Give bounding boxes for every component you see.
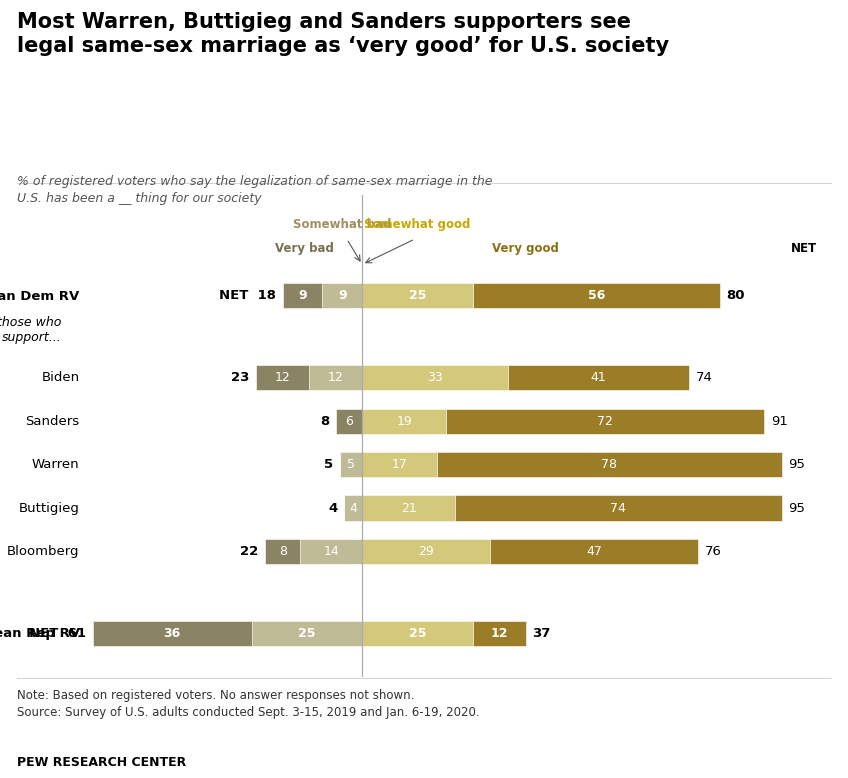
Text: 95: 95 <box>789 458 806 471</box>
Bar <box>438 452 782 477</box>
Bar <box>362 539 490 564</box>
Bar <box>362 283 472 308</box>
Text: NET  18: NET 18 <box>219 289 276 303</box>
Bar <box>455 496 782 520</box>
Text: 74: 74 <box>695 371 712 384</box>
Text: Somewhat bad: Somewhat bad <box>293 218 392 230</box>
Text: 80: 80 <box>727 289 745 303</box>
Bar <box>362 452 438 477</box>
Text: 47: 47 <box>586 545 602 558</box>
Text: 23: 23 <box>232 371 249 384</box>
Bar <box>508 365 689 391</box>
Text: 91: 91 <box>771 415 788 428</box>
Bar <box>472 621 526 646</box>
Bar <box>256 365 310 391</box>
Text: 41: 41 <box>590 371 606 384</box>
Text: 5: 5 <box>347 458 355 471</box>
Text: 6: 6 <box>345 415 353 428</box>
Text: Biden: Biden <box>42 371 80 384</box>
Bar <box>472 283 720 308</box>
Text: Dem/Lean Dem RV: Dem/Lean Dem RV <box>0 289 80 303</box>
Text: Bloomberg: Bloomberg <box>7 545 80 558</box>
Text: % of registered voters who say the legalization of same-sex marriage in the
U.S.: % of registered voters who say the legal… <box>17 175 493 205</box>
Bar <box>336 408 362 434</box>
Bar <box>362 365 508 391</box>
Text: 12: 12 <box>328 371 343 384</box>
Text: 74: 74 <box>611 502 627 514</box>
Text: 78: 78 <box>601 458 617 471</box>
Text: 14: 14 <box>323 545 339 558</box>
Text: 95: 95 <box>789 502 806 514</box>
Text: Among those who
support...: Among those who support... <box>0 316 62 344</box>
Bar <box>282 283 322 308</box>
Bar <box>362 496 455 520</box>
Bar <box>344 496 362 520</box>
Text: 56: 56 <box>588 289 605 303</box>
Bar <box>310 365 362 391</box>
Text: 5: 5 <box>324 458 333 471</box>
Text: 25: 25 <box>298 627 315 640</box>
Bar <box>362 408 446 434</box>
Text: 8: 8 <box>320 415 329 428</box>
Text: 21: 21 <box>400 502 416 514</box>
Text: 36: 36 <box>164 627 181 640</box>
Text: 17: 17 <box>392 458 408 471</box>
Text: Rep/Lean Rep RV: Rep/Lean Rep RV <box>0 627 80 640</box>
Text: Most Warren, Buttigieg and Sanders supporters see
legal same-sex marriage as ‘ve: Most Warren, Buttigieg and Sanders suppo… <box>17 12 669 56</box>
Text: 29: 29 <box>418 545 434 558</box>
Text: 76: 76 <box>705 545 722 558</box>
Text: 33: 33 <box>427 371 443 384</box>
Text: 12: 12 <box>275 371 291 384</box>
Text: 9: 9 <box>338 289 347 303</box>
Text: NET  61: NET 61 <box>29 627 86 640</box>
Text: 8: 8 <box>279 545 287 558</box>
Text: 9: 9 <box>298 289 307 303</box>
Bar <box>490 539 698 564</box>
Text: Very bad: Very bad <box>276 242 334 255</box>
Text: 19: 19 <box>396 415 412 428</box>
Text: 25: 25 <box>409 289 427 303</box>
Bar <box>265 539 300 564</box>
Bar <box>300 539 362 564</box>
Bar <box>340 452 362 477</box>
Text: 4: 4 <box>349 502 357 514</box>
Text: Buttigieg: Buttigieg <box>19 502 80 514</box>
Text: 72: 72 <box>597 415 613 428</box>
Text: Note: Based on registered voters. No answer responses not shown.
Source: Survey : Note: Based on registered voters. No ans… <box>17 689 480 719</box>
Text: 12: 12 <box>490 627 508 640</box>
Bar <box>446 408 764 434</box>
Text: Warren: Warren <box>32 458 80 471</box>
Text: 22: 22 <box>240 545 259 558</box>
Text: Sanders: Sanders <box>25 415 80 428</box>
Bar <box>362 621 472 646</box>
Text: 37: 37 <box>533 627 550 640</box>
Bar <box>252 621 362 646</box>
Text: 4: 4 <box>329 502 338 514</box>
Text: Somewhat good: Somewhat good <box>364 218 471 230</box>
Text: Very good: Very good <box>492 242 559 255</box>
Text: NET: NET <box>790 242 817 255</box>
Text: PEW RESEARCH CENTER: PEW RESEARCH CENTER <box>17 756 187 769</box>
Text: 25: 25 <box>409 627 427 640</box>
Bar <box>92 621 252 646</box>
Bar <box>322 283 362 308</box>
